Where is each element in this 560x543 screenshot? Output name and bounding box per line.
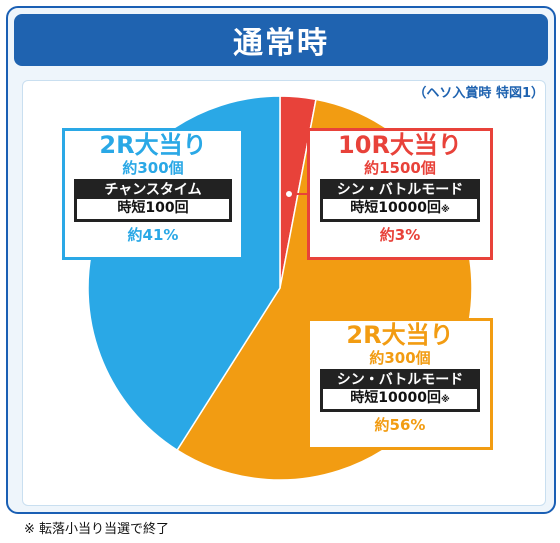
slice-count: 約300個 [369,349,431,367]
slice-label: 10R大当り [338,131,462,159]
slice-count: 約1500個 [364,159,436,177]
chart-subtitle: （ヘソ入賞時 特図1） [413,86,544,101]
slice-percent: 約41% [127,226,179,244]
mode-box: シン・バトルモード 時短10000回※ [319,179,481,222]
mode-box: シン・バトルモード 時短10000回※ [319,369,481,412]
jitan-label: 時短10000回※ [322,199,478,219]
label-box-10r: 10R大当り 約1500個 シン・バトルモード 時短10000回※ 約3% [307,128,493,260]
label-box-2r-blue: 2R大当り 約300個 チャンスタイム 時短100回 約41% [62,128,244,260]
jitan-label: 時短100回 [77,199,229,219]
mode-label: チャンスタイム [104,182,202,198]
mode-label: シン・バトルモード [336,372,464,388]
slice-count: 約300個 [122,159,184,177]
leader-dot [284,189,294,199]
jitan-label: 時短10000回※ [322,389,478,409]
slice-label: 2R大当り [99,131,207,159]
slice-label: 2R大当り [346,321,454,349]
mode-label: シン・バトルモード [336,182,464,198]
slice-percent: 約56% [374,416,426,434]
slice-percent: 約3% [379,226,421,244]
mode-box: チャンスタイム 時短100回 [74,179,232,222]
footnote: ※ 転落小当り当選で終了 [24,522,170,537]
label-box-2r-orange: 2R大当り 約300個 シン・バトルモード 時短10000回※ 約56% [307,318,493,450]
page-title: 通常時 [14,14,548,66]
